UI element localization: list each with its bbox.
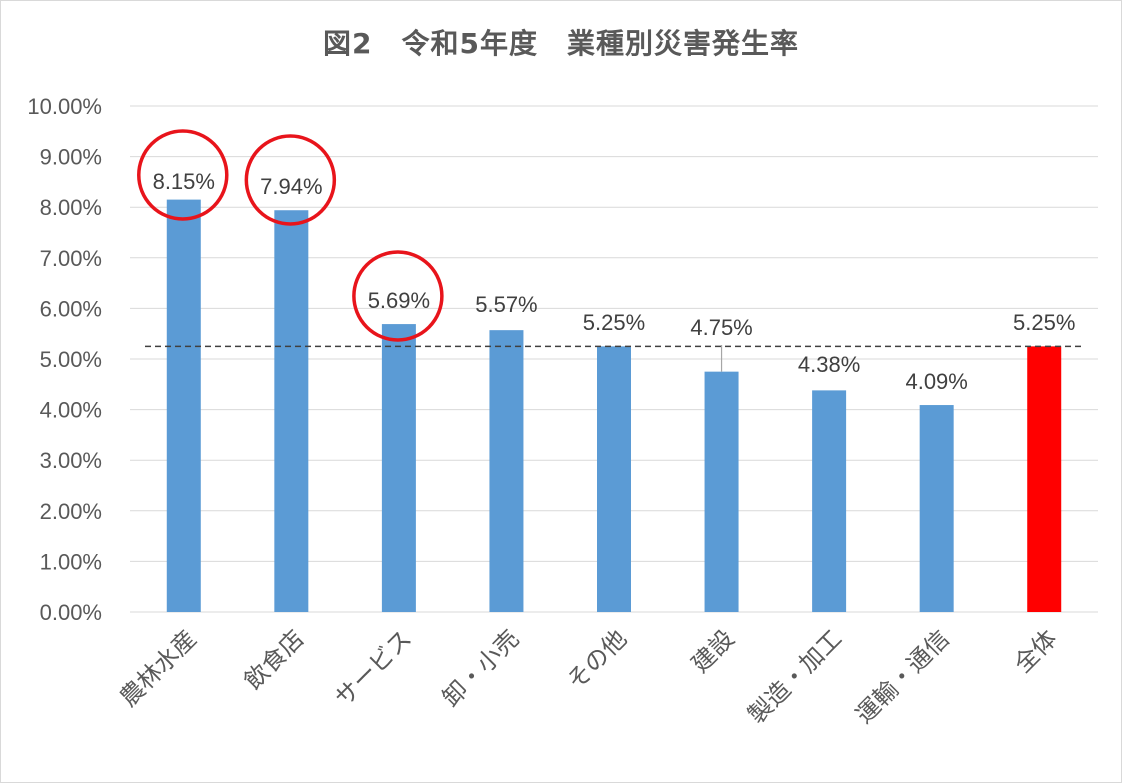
y-tick-label: 6.00% bbox=[40, 296, 102, 321]
chart-title: 図2 令和5年度 業種別災害発生率 bbox=[323, 27, 799, 60]
y-tick-label: 0.00% bbox=[40, 600, 102, 625]
bar bbox=[166, 199, 201, 613]
y-tick-label: 9.00% bbox=[40, 145, 102, 170]
category-label: 農林水産 bbox=[114, 624, 202, 712]
bar bbox=[597, 346, 631, 612]
data-label: 4.09% bbox=[905, 369, 967, 394]
category-label: その他 bbox=[562, 624, 633, 695]
y-tick-label: 10.00% bbox=[27, 94, 102, 119]
category-label: 建設 bbox=[686, 624, 740, 678]
category-label: 製造・加工 bbox=[743, 624, 848, 729]
bar bbox=[919, 405, 954, 612]
category-label: 卸・小売 bbox=[437, 624, 525, 712]
y-axis-tick-labels: 0.00% 1.00% 2.00% 3.00% 4.00% 5.00% 6.00% 7.00%… bbox=[27, 94, 102, 625]
highlight-circle bbox=[244, 134, 337, 226]
y-tick-label: 4.00% bbox=[40, 398, 102, 423]
y-tick-label: 2.00% bbox=[40, 499, 102, 524]
y-tick-label: 7.00% bbox=[40, 246, 102, 271]
highlight-circles bbox=[137, 129, 444, 342]
data-label: 5.69% bbox=[368, 288, 430, 313]
bar bbox=[381, 324, 416, 612]
data-label: 5.57% bbox=[475, 292, 537, 317]
bar bbox=[274, 210, 309, 612]
category-label: 運輸・通信 bbox=[850, 624, 955, 729]
data-label: 5.25% bbox=[1013, 310, 1075, 335]
y-tick-label: 3.00% bbox=[40, 448, 102, 473]
data-labels: 8.15% 7.94% 5.69% 5.57% 5.25% 4.75% 4.38% 4.09%… bbox=[153, 169, 1076, 394]
y-tick-label: 1.00% bbox=[40, 549, 102, 574]
reference-line-layer bbox=[145, 345, 1082, 372]
bars bbox=[166, 199, 1062, 613]
data-label: 5.25% bbox=[583, 310, 645, 335]
category-label: サービス bbox=[329, 624, 417, 712]
y-tick-label: 5.00% bbox=[40, 347, 102, 372]
category-label: 全体 bbox=[1009, 624, 1063, 678]
highlight-circle bbox=[352, 250, 444, 342]
bar bbox=[812, 390, 847, 612]
data-label: 4.75% bbox=[690, 315, 752, 340]
data-label: 4.38% bbox=[798, 352, 860, 377]
bar bbox=[489, 330, 524, 612]
data-label: 8.15% bbox=[153, 169, 215, 194]
bar bbox=[704, 371, 739, 612]
category-label: 飲食店 bbox=[239, 624, 310, 695]
x-axis-category-labels: 農林水産 飲食店 サービス 卸・小売 その他 建設 製造・加工 運輸・通信 全体 bbox=[114, 624, 1062, 729]
y-tick-label: 8.00% bbox=[40, 195, 102, 220]
highlight-circle bbox=[137, 129, 229, 221]
data-label: 7.94% bbox=[260, 174, 322, 199]
bar-total bbox=[1027, 346, 1062, 612]
